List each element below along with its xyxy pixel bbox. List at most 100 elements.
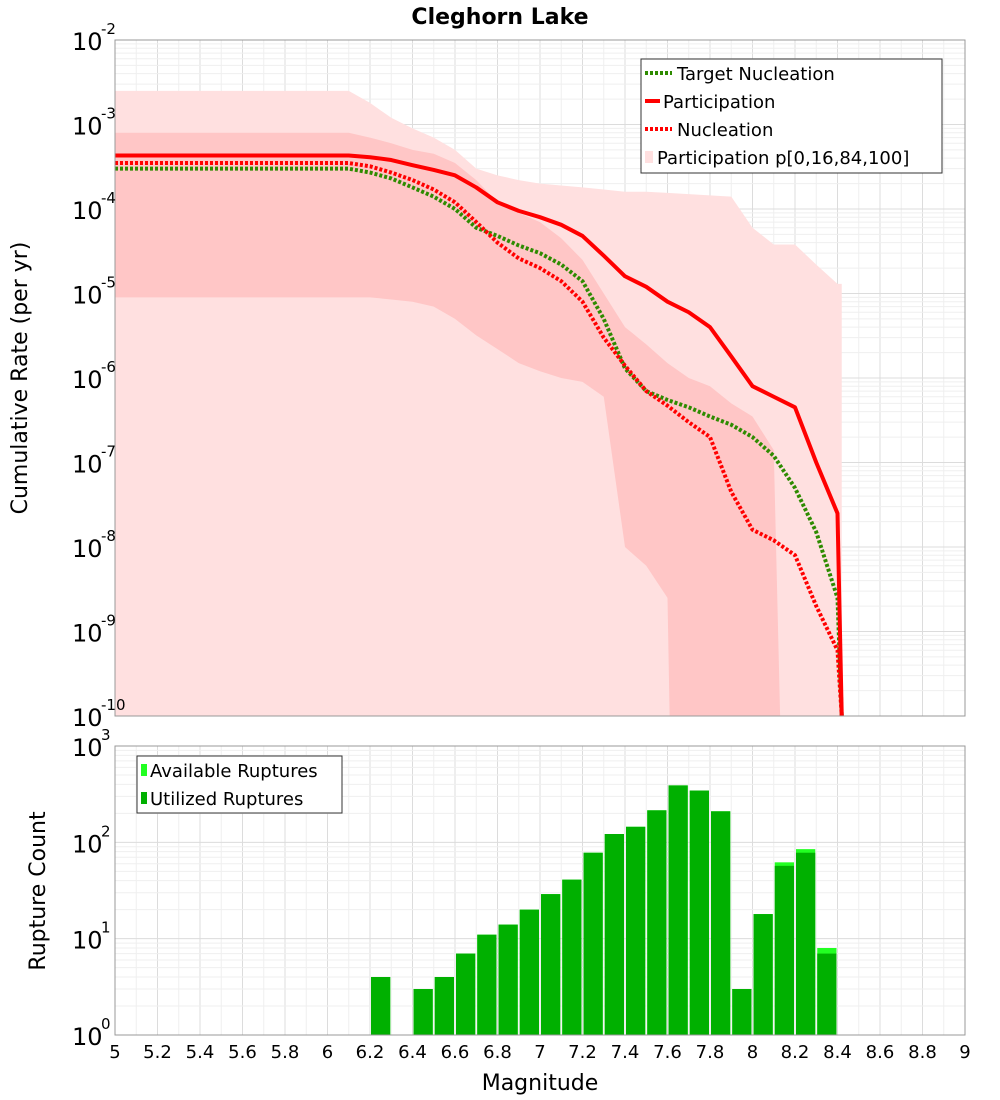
count-y-tick-exponent: 0 bbox=[101, 1015, 111, 1033]
x-axis-label: Magnitude bbox=[482, 1071, 599, 1096]
legend-swatch-participation-band bbox=[645, 151, 653, 163]
series-line-target-nucleation bbox=[115, 166, 844, 717]
rate-y-tick-base: 10 bbox=[72, 28, 103, 56]
rate-y-tick-exponent: -4 bbox=[101, 189, 116, 207]
rate-y-tick-base: 10 bbox=[72, 282, 103, 310]
x-tick-label: 6.6 bbox=[441, 1042, 470, 1063]
rate-y-tick-exponent: -9 bbox=[101, 612, 116, 630]
bar-utilized bbox=[753, 914, 773, 1035]
series-line-participation bbox=[115, 153, 844, 717]
rate-y-tick-exponent: -10 bbox=[101, 696, 126, 714]
x-tick-label: 8 bbox=[747, 1042, 758, 1063]
bar-utilized bbox=[647, 810, 667, 1035]
rate-panel: 10-210-310-410-510-610-710-810-910-10 Cu… bbox=[8, 20, 966, 732]
legend-label-utilized: Utilized Ruptures bbox=[150, 789, 303, 810]
rate-y-tick-base: 10 bbox=[72, 366, 103, 394]
count-panel-x-ticks: 5 5.2 5.4 5.6 5.8 6 6.2 6.4 6.6 6.8 7 7.2 7.4 7.6 7.8 8… bbox=[109, 1042, 970, 1063]
rate-y-tick-exponent: -6 bbox=[101, 358, 116, 376]
bar-utilized bbox=[456, 953, 476, 1035]
legend-swatch-available bbox=[141, 764, 147, 776]
rate-panel-frame bbox=[114, 39, 966, 717]
rate-panel-y-ticks: 10-210-310-410-510-610-710-810-910-10 bbox=[72, 20, 126, 732]
band-p16-p84 bbox=[115, 132, 781, 716]
rate-y-tick-base: 10 bbox=[72, 113, 103, 141]
bar-utilized bbox=[689, 790, 709, 1035]
bar-utilized bbox=[796, 852, 816, 1035]
bar-utilized bbox=[498, 924, 518, 1035]
rate-y-tick-base: 10 bbox=[72, 535, 103, 563]
bar-utilized bbox=[562, 879, 582, 1035]
chart-title: Cleghorn Lake bbox=[411, 5, 588, 30]
bar-utilized bbox=[626, 826, 646, 1035]
bar-utilized bbox=[413, 989, 433, 1035]
rate-y-tick-base: 10 bbox=[72, 197, 103, 225]
rate-y-tick-exponent: -7 bbox=[101, 443, 116, 461]
count-y-tick-base: 10 bbox=[72, 1023, 103, 1051]
rate-y-tick-base: 10 bbox=[72, 704, 103, 732]
count-y-tick-base: 10 bbox=[72, 927, 103, 955]
count-panel-bars bbox=[371, 785, 837, 1035]
bar-utilized bbox=[371, 977, 391, 1035]
bar-utilized bbox=[541, 894, 561, 1035]
x-tick-label: 6 bbox=[322, 1042, 333, 1063]
x-tick-label: 8.2 bbox=[781, 1042, 810, 1063]
rate-y-tick-exponent: -8 bbox=[101, 527, 116, 545]
rate-legend-box bbox=[640, 58, 943, 174]
bar-utilized bbox=[434, 977, 454, 1035]
x-tick-label: 8.8 bbox=[908, 1042, 937, 1063]
bar-utilized bbox=[817, 953, 837, 1035]
bar-utilized bbox=[519, 909, 539, 1035]
rate-panel-y-axis-label: Cumulative Rate (per yr) bbox=[8, 242, 33, 515]
legend-label-participation-band: Participation p[0,16,84,100] bbox=[657, 148, 909, 169]
x-tick-label: 6.8 bbox=[483, 1042, 512, 1063]
x-tick-label: 7 bbox=[534, 1042, 545, 1063]
x-tick-label: 5.6 bbox=[228, 1042, 257, 1063]
x-tick-label: 7.8 bbox=[696, 1042, 725, 1063]
bar-utilized bbox=[604, 834, 624, 1035]
legend-label-target-nucleation: Target Nucleation bbox=[676, 64, 835, 85]
x-tick-label: 5 bbox=[109, 1042, 120, 1063]
count-panel-legend: Available Ruptures Utilized Ruptures bbox=[136, 755, 343, 814]
bar-utilized bbox=[477, 934, 497, 1035]
count-panel-frame bbox=[114, 745, 966, 1036]
rate-panel-legend: Target Nucleation Participation Nucleati… bbox=[640, 58, 943, 174]
bar-utilized bbox=[774, 865, 794, 1035]
x-tick-label: 7.2 bbox=[568, 1042, 597, 1063]
x-tick-label: 9 bbox=[959, 1042, 970, 1063]
count-y-tick-exponent: 1 bbox=[101, 919, 111, 937]
rate-y-tick-base: 10 bbox=[72, 620, 103, 648]
legend-label-available: Available Ruptures bbox=[150, 761, 318, 782]
legend-label-nucleation: Nucleation bbox=[677, 120, 773, 141]
bar-utilized bbox=[711, 811, 731, 1035]
bar-utilized bbox=[732, 989, 752, 1035]
rate-y-tick-base: 10 bbox=[72, 451, 103, 479]
count-panel-y-axis-label: Rupture Count bbox=[26, 811, 51, 971]
x-tick-label: 5.8 bbox=[271, 1042, 300, 1063]
x-tick-label: 8.6 bbox=[866, 1042, 895, 1063]
count-legend-box bbox=[136, 755, 343, 814]
series-line-nucleation bbox=[115, 161, 844, 717]
x-tick-label: 7.6 bbox=[653, 1042, 682, 1063]
x-tick-label: 7.4 bbox=[611, 1042, 640, 1063]
x-tick-label: 5.2 bbox=[143, 1042, 172, 1063]
rate-y-tick-exponent: -5 bbox=[101, 274, 116, 292]
bar-utilized bbox=[668, 785, 688, 1035]
legend-label-participation: Participation bbox=[663, 92, 775, 113]
x-tick-label: 8.4 bbox=[823, 1042, 852, 1063]
rate-panel-bands bbox=[115, 90, 842, 716]
rate-panel-lines bbox=[115, 153, 844, 717]
x-tick-label: 5.4 bbox=[186, 1042, 215, 1063]
legend-swatch-utilized bbox=[141, 792, 147, 804]
rate-y-tick-exponent: -2 bbox=[101, 20, 116, 38]
rate-y-tick-exponent: -3 bbox=[101, 105, 116, 123]
count-y-tick-base: 10 bbox=[72, 830, 103, 858]
x-tick-label: 6.2 bbox=[356, 1042, 385, 1063]
x-tick-label: 6.4 bbox=[398, 1042, 427, 1063]
bar-utilized bbox=[583, 852, 603, 1035]
count-y-tick-base: 10 bbox=[72, 734, 103, 762]
count-y-tick-exponent: 2 bbox=[101, 822, 111, 840]
count-y-tick-exponent: 3 bbox=[101, 726, 111, 744]
